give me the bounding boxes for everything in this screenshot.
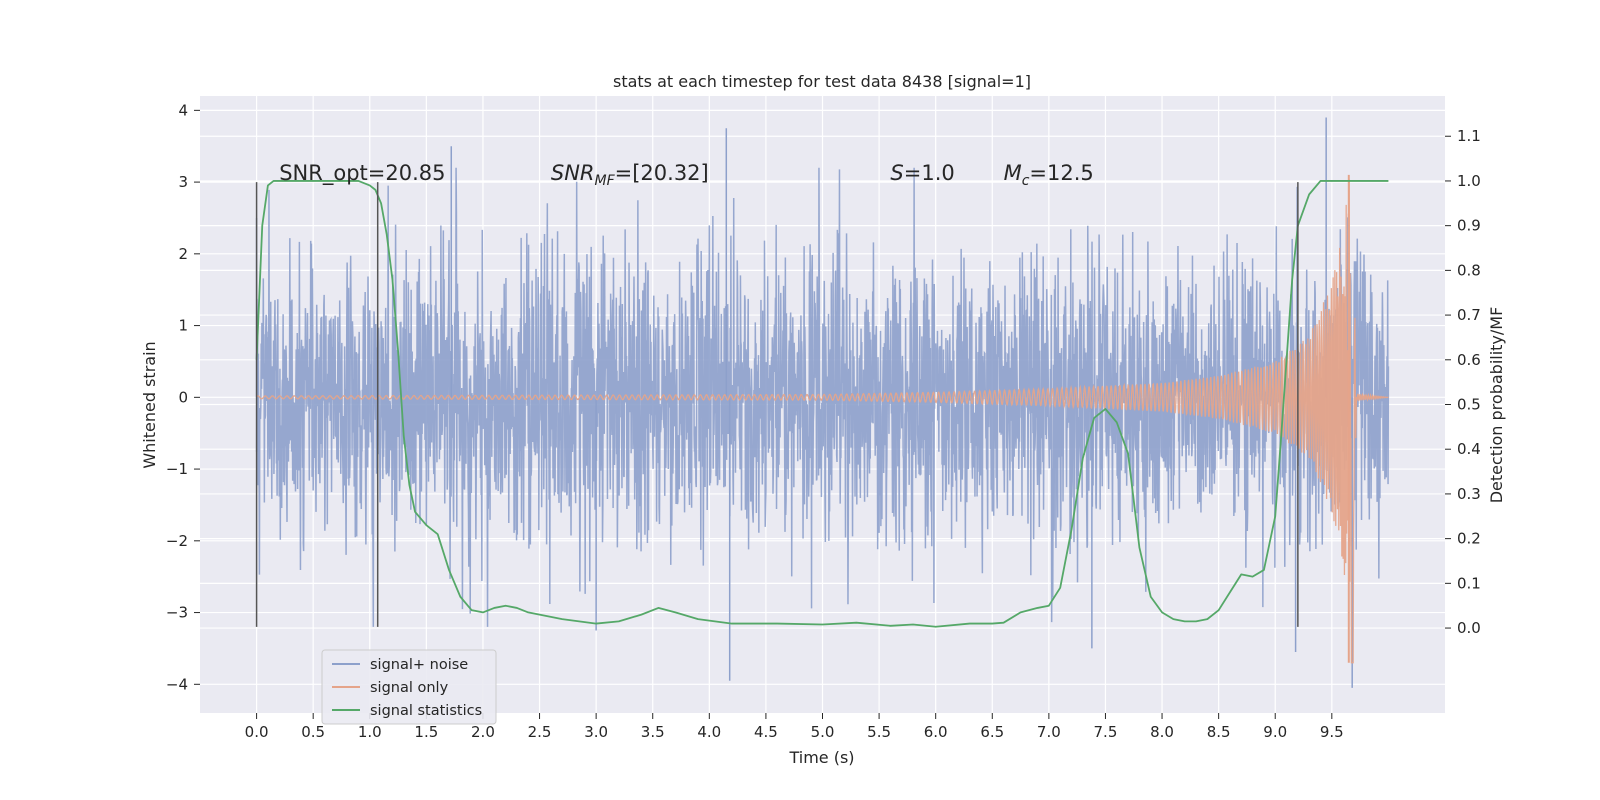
- y2-axis-label: Detection probability/MF: [1487, 307, 1506, 504]
- y-tick-label: 0: [178, 388, 188, 406]
- legend-box: [321, 649, 497, 725]
- annotations: SNR_opt=20.85 SNRMF=[20.32] S=1.0 Mc=12.5: [279, 161, 1094, 189]
- annotation-symbol: SNR: [551, 161, 595, 185]
- annotation: SNR_opt=20.85: [279, 161, 445, 186]
- annotation-symbol: M: [1004, 161, 1022, 185]
- y2-tick-label: 0.9: [1457, 217, 1481, 235]
- x-tick-label: 1.0: [358, 723, 382, 741]
- x-tick-label: 2.0: [471, 723, 495, 741]
- y2-tick-label: 0.4: [1457, 440, 1481, 458]
- y2-tick-label: 0.5: [1457, 396, 1481, 414]
- chart-title: stats at each timestep for test data 843…: [613, 72, 1031, 91]
- annotation: SNRMF=[20.32]: [551, 161, 709, 189]
- x-tick-label: 6.5: [980, 723, 1004, 741]
- x-tick-label: 4.5: [754, 723, 778, 741]
- y2-tick-label: 0.2: [1457, 530, 1481, 548]
- x-tick-label: 5.0: [811, 723, 835, 741]
- y-tick-label: 3: [178, 173, 188, 191]
- x-tick-label: 4.0: [697, 723, 721, 741]
- y2-tick-label: 0.7: [1457, 306, 1481, 324]
- legend-label: signal+ noise: [370, 657, 468, 673]
- x-tick-label: 1.5: [414, 723, 438, 741]
- y2-tick-label: 0.6: [1457, 351, 1481, 369]
- y-tick-label: −1: [166, 460, 188, 478]
- annotation-value: =1.0: [904, 161, 955, 185]
- annotation-value: =[20.32]: [615, 161, 709, 185]
- x-tick-label: 8.0: [1150, 723, 1174, 741]
- x-tick-label: 5.5: [867, 723, 891, 741]
- x-axis-label: Time (s): [788, 748, 854, 767]
- x-tick-label: 0.5: [301, 723, 325, 741]
- y-tick-label: 4: [178, 101, 188, 119]
- annotation-subscript: MF: [595, 173, 616, 189]
- y2-tick-label: 0.3: [1457, 485, 1481, 503]
- left-y-axis: 4 3 2 1 0 −1 −2 −3 −4: [166, 101, 200, 693]
- y2-tick-label: 1.1: [1457, 127, 1481, 145]
- x-tick-label: 0.0: [245, 723, 269, 741]
- y-axis-label: Whitened strain: [140, 341, 159, 468]
- y-tick-label: −2: [166, 532, 188, 550]
- legend: signal+ noise signal only signal statistic…: [321, 649, 497, 725]
- y-tick-label: 1: [178, 317, 188, 335]
- legend-label: signal only: [370, 680, 449, 696]
- x-tick-label: 2.5: [528, 723, 552, 741]
- x-tick-label: 9.5: [1320, 723, 1344, 741]
- data-layer: [255, 117, 1390, 688]
- series-signal-only: [256, 179, 1389, 664]
- x-tick-label: 7.5: [1094, 723, 1118, 741]
- x-tick-label: 9.0: [1263, 723, 1287, 741]
- annotation-subscript: c: [1022, 173, 1030, 189]
- y-tick-label: 2: [178, 245, 188, 263]
- legend-label: signal statistics: [370, 703, 482, 719]
- x-tick-label: 3.5: [641, 723, 665, 741]
- x-tick-label: 8.5: [1207, 723, 1231, 741]
- y-tick-label: −4: [166, 675, 188, 693]
- annotation-symbol: S: [890, 161, 903, 185]
- x-tick-label: 6.0: [924, 723, 948, 741]
- annotation: Mc=12.5: [1004, 161, 1094, 189]
- vertical-markers: [255, 182, 1299, 627]
- y2-tick-label: 0.0: [1457, 619, 1481, 637]
- series-signal-statistics: [255, 180, 1389, 628]
- y2-tick-label: 1.0: [1457, 172, 1481, 190]
- y2-tick-label: 0.1: [1457, 574, 1481, 592]
- annotation-value: =12.5: [1029, 161, 1093, 185]
- annotation: S=1.0: [890, 161, 954, 185]
- y-tick-label: −3: [166, 604, 188, 622]
- x-tick-label: 3.0: [584, 723, 608, 741]
- x-tick-label: 7.0: [1037, 723, 1061, 741]
- y2-tick-label: 0.8: [1457, 261, 1481, 279]
- series-signal-noise: [255, 167, 1390, 627]
- x-axis: 0.0 0.5 1.0 1.5 2.0 2.5 3.0 3.5 4.0 4.5 5.0 5.5 6.0 6…: [245, 713, 1344, 741]
- right-y-axis: 1.1 1.0 0.9 0.8 0.7 0.6 0.5 0.4 0.3 0.2 0.1 0.0: [1445, 127, 1481, 637]
